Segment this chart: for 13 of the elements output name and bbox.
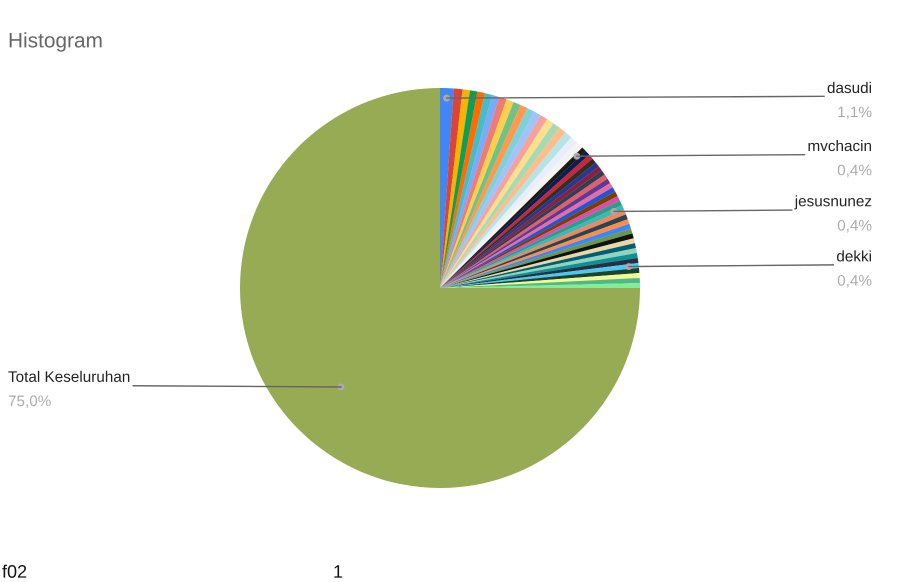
slice-label: dasudi bbox=[828, 82, 871, 94]
slice-label: Total Keseluruhan bbox=[8, 370, 130, 382]
data-label: 1,1% bbox=[838, 106, 872, 120]
data-label: 0,4% bbox=[838, 274, 872, 288]
chart-title: Histogram bbox=[10, 32, 102, 52]
text: 1 bbox=[334, 565, 342, 578]
slice-label: mvchacin bbox=[808, 140, 872, 152]
data-label: 0,4% bbox=[838, 164, 872, 178]
slice-label: dekki bbox=[836, 250, 871, 262]
data-label: 0,4% bbox=[838, 220, 872, 232]
slice-label: jesusnunez bbox=[794, 195, 872, 210]
text: f02 bbox=[2, 564, 26, 578]
data-label: 75,0% bbox=[8, 395, 51, 408]
